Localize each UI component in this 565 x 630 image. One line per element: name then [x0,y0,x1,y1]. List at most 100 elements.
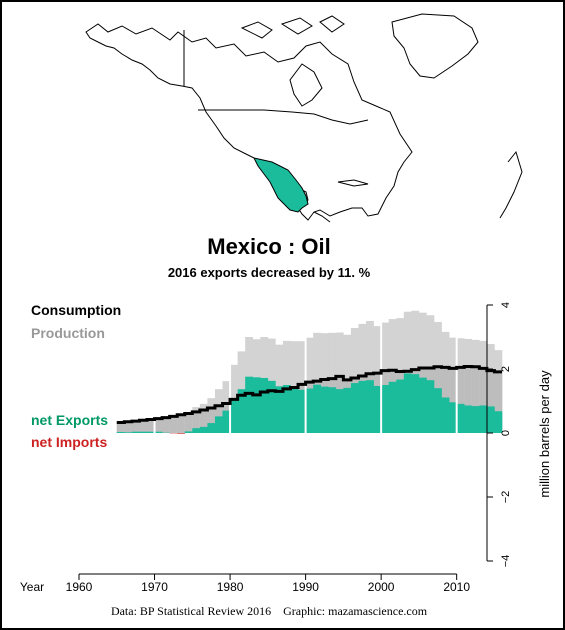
y-tick-label: −4 [500,555,512,568]
net-export-bar [124,432,133,433]
production-inner-bar [199,409,208,433]
net-export-bar [305,388,314,433]
net-export-bar [320,386,329,433]
net-export-bar [230,398,238,433]
y-tick-label: 4 [500,302,512,308]
north-america-map [85,13,523,223]
net-export-bar [237,389,246,433]
net-export-bar [381,385,389,433]
y-tick-label: 0 [500,430,512,436]
x-tick-label: 2000 [368,580,395,594]
net-export-bar [139,431,148,433]
legend-production: Production [31,325,105,341]
production-inner-bar [486,370,495,433]
x-tick-label: 1960 [66,580,93,594]
production-inner-bar [131,421,140,433]
production-inner-bar [139,420,148,433]
net-export-bar [434,388,442,433]
x-axis-label: Year [20,580,44,594]
x-tick-label: 1980 [217,580,244,594]
net-export-bar [290,386,299,433]
production-inner-bar [177,414,186,433]
production-inner-bar [169,416,178,433]
chart-subtitle: 2016 exports decreased by 11. % [168,265,371,280]
production-inner-bar [464,366,473,433]
x-tick-label: 2010 [443,580,470,594]
production-inner-bar [456,367,465,433]
production-inner-bar [494,371,503,433]
central-america [313,211,331,223]
production-inner-bar [154,418,163,433]
footer-credit: Data: BP Statistical Review 2016 Graphic… [111,604,428,618]
net-export-bar [449,402,457,433]
net-export-bar [486,406,495,433]
net-export-bar [464,405,473,433]
legend-net-exports: net Exports [31,412,108,428]
legend-consumption: Consumption [31,302,121,318]
production-inner-bar [162,417,170,433]
net-export-bar [456,403,465,433]
legend-net-imports: net Imports [31,434,107,450]
canada-us-border [198,109,369,125]
net-export-bar [388,381,397,433]
net-export-bar [298,389,306,433]
net-export-bar [350,383,359,433]
chart-title: Mexico : Oil [207,234,330,259]
cuba [337,179,369,187]
net-export-bar [426,380,435,433]
net-export-bar [471,406,480,433]
net-export-bar [418,377,427,433]
net-export-bar [343,387,352,433]
net-export-bar [373,385,382,433]
net-import-bar [177,433,186,434]
net-export-bar [192,428,201,433]
y-tick-label: −2 [500,491,512,504]
production-inner-bar [116,422,125,433]
net-export-bar [366,380,374,433]
consumption-line [116,364,502,424]
net-export-bar [260,377,269,433]
y-axis: 4 2 0 −2 −4 [486,302,512,568]
production-inner-bar [192,411,201,433]
net-export-bar [214,416,223,433]
production-inner-bar [146,419,155,433]
production-inner-bar [124,421,133,433]
net-export-bar [335,389,344,433]
net-export-bar [199,426,208,433]
x-axis: 1960 1970 1980 1990 2000 2010 [66,573,470,594]
production-inner-bar [471,366,480,433]
greenland [391,13,479,79]
net-export-bar [358,380,367,433]
net-export-bar [282,385,291,433]
net-export-bar [479,405,488,433]
production-inner-bar [449,368,457,433]
x-tick-label: 1970 [141,580,168,594]
net-export-bar [146,431,155,433]
net-export-bar [328,387,337,433]
net-export-bar [245,376,254,433]
arctic-islands [240,15,345,39]
net-export-bar [252,377,261,433]
net-export-bar [411,374,420,433]
net-exports-bars [116,373,503,434]
net-export-bar [275,386,284,433]
continent-outline [85,23,413,221]
production-inner-bar [184,413,193,433]
net-export-bar [116,432,125,433]
net-export-bar [403,373,412,433]
net-export-bar [222,410,231,433]
net-export-bar [313,384,322,433]
net-export-bar [396,379,405,433]
y-tick-label: 2 [500,366,512,372]
net-export-bar [131,431,140,433]
y-axis-label: million barrels per day [537,370,552,498]
net-export-bar [494,411,503,433]
production-inner-bar [479,368,488,433]
production-inner-bar [207,408,216,433]
x-tick-label: 1990 [292,580,319,594]
net-export-bar [184,431,193,433]
east-coast-edge [499,150,523,219]
mexico-highlight [253,157,309,213]
net-export-bar [207,423,216,433]
